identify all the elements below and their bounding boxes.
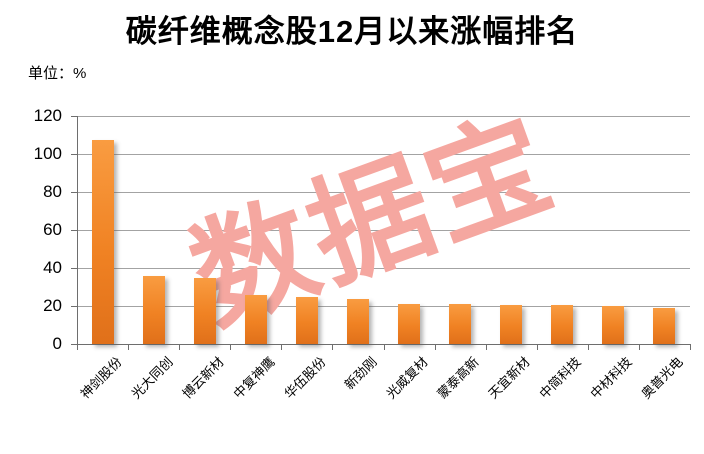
- bar-中复神鹰: [244, 294, 267, 344]
- bar-光大同创: [142, 275, 165, 344]
- bar-蒙泰高新: [449, 304, 472, 344]
- bar-光威复材: [398, 304, 421, 344]
- y-tick: [71, 306, 77, 307]
- y-axis-label: 0: [52, 334, 62, 353]
- y-tick: [71, 230, 77, 231]
- gridline: [77, 268, 690, 269]
- y-tick: [71, 192, 77, 193]
- y-tick: [71, 116, 77, 117]
- x-tick: [179, 345, 181, 350]
- unit-label: 单位：%: [28, 65, 87, 82]
- bar-博云新材: [193, 277, 216, 344]
- x-axis-line: [71, 344, 691, 345]
- y-axis-label: 60: [43, 220, 62, 239]
- x-tick: [383, 345, 385, 350]
- x-tick: [587, 345, 589, 350]
- bar-新劲刚: [346, 299, 369, 344]
- x-tick: [434, 345, 436, 350]
- x-tick: [281, 345, 283, 350]
- y-axis-line: [77, 116, 78, 345]
- chart-title: 碳纤维概念股12月以来涨幅排名: [125, 14, 579, 49]
- x-tick: [128, 345, 130, 350]
- plot-area: [77, 116, 690, 344]
- bar-天宜新材: [500, 305, 523, 344]
- x-tick: [536, 345, 538, 350]
- y-tick: [71, 154, 77, 155]
- bar-华伍股份: [295, 296, 318, 344]
- bar-中材科技: [602, 306, 625, 344]
- y-tick: [71, 268, 77, 269]
- y-axis-label: 80: [43, 182, 62, 201]
- gridline: [77, 192, 690, 193]
- y-axis-label: 20: [43, 296, 62, 315]
- x-tick: [230, 345, 232, 350]
- gridline: [77, 154, 690, 155]
- x-tick: [638, 345, 640, 350]
- y-axis-label: 100: [33, 144, 62, 163]
- gridline: [77, 230, 690, 231]
- y-axis-label: 120: [33, 106, 62, 125]
- x-tick: [332, 345, 334, 350]
- bar-奥普光电: [653, 307, 676, 344]
- x-tick: [77, 345, 78, 350]
- x-tick: [485, 345, 487, 350]
- gridline: [77, 116, 690, 117]
- bar-中简科技: [551, 305, 574, 344]
- x-tick: [690, 345, 691, 350]
- gridline: [77, 306, 690, 307]
- bar-神剑股份: [91, 139, 114, 344]
- y-axis-label: 40: [43, 258, 62, 277]
